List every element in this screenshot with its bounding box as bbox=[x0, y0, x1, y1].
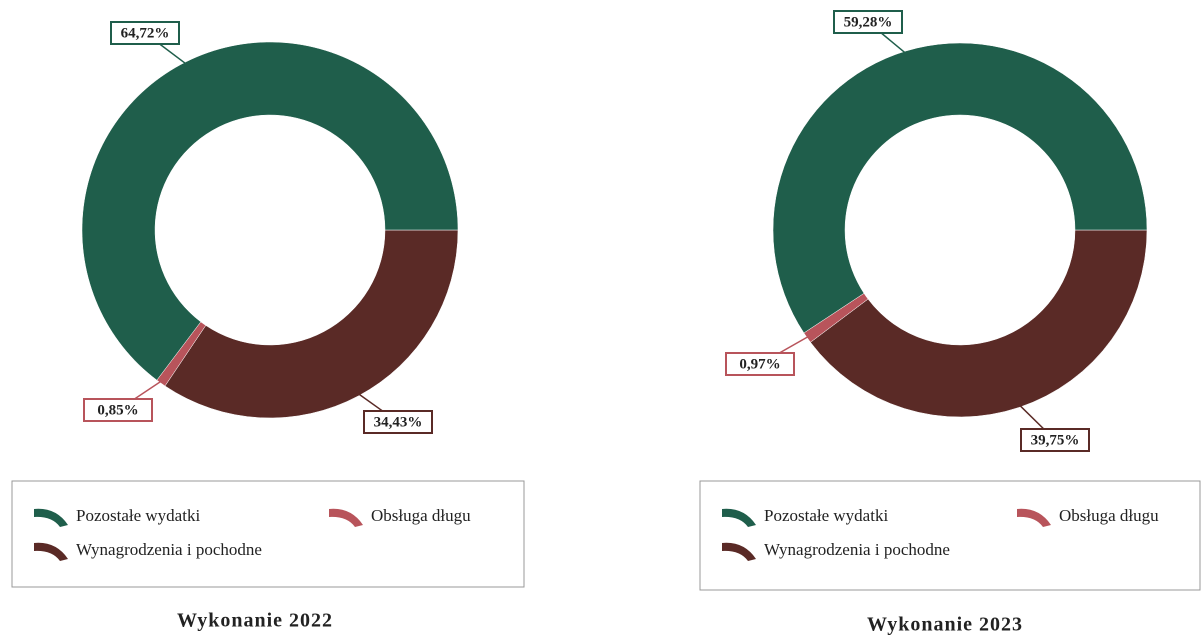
donut-slice bbox=[164, 229, 459, 419]
donut-slice bbox=[772, 42, 1148, 334]
label-box bbox=[83, 398, 153, 422]
legend-label: Wynagrodzenia i pochodne bbox=[76, 540, 262, 559]
legend-box bbox=[11, 480, 525, 588]
donut-slice bbox=[810, 229, 1148, 418]
label-box bbox=[833, 10, 903, 34]
data-label: 59,28% bbox=[844, 14, 893, 30]
legend-label: Obsługa długu bbox=[1059, 506, 1159, 525]
legend-icon bbox=[329, 508, 363, 527]
data-label: 64,72% bbox=[121, 25, 170, 41]
legend-label: Obsługa długu bbox=[371, 506, 471, 525]
chart-title: Wykonanie 2022 bbox=[177, 610, 333, 632]
legend-icon bbox=[722, 508, 756, 527]
legend-label: Pozostałe wydatki bbox=[764, 506, 888, 525]
data-label: 39,75% bbox=[1031, 432, 1080, 448]
data-label: 0,97% bbox=[739, 356, 780, 372]
legend-label: Wynagrodzenia i pochodne bbox=[764, 540, 950, 559]
data-label: 0,85% bbox=[97, 402, 138, 418]
legend-box bbox=[699, 480, 1201, 591]
label-box bbox=[1020, 428, 1090, 452]
legend-icon bbox=[722, 542, 756, 561]
data-label: 34,43% bbox=[374, 414, 423, 430]
donut-slice bbox=[81, 41, 459, 381]
label-box bbox=[363, 410, 433, 434]
legend-icon bbox=[1017, 508, 1051, 527]
legend-label: Pozostałe wydatki bbox=[76, 506, 200, 525]
label-box bbox=[725, 352, 795, 376]
legend-icon bbox=[34, 542, 68, 561]
label-box bbox=[110, 21, 180, 45]
chart-title: Wykonanie 2023 bbox=[867, 614, 1023, 636]
legend-icon bbox=[34, 508, 68, 527]
